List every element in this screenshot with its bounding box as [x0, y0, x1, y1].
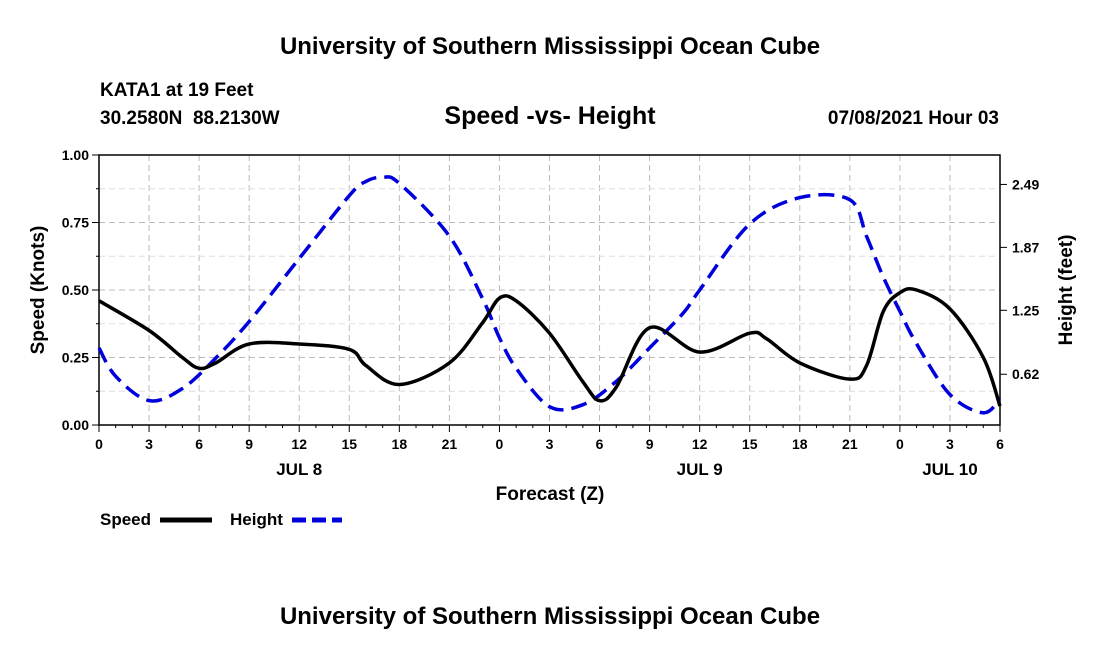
date-tick-label: JUL 8: [276, 460, 322, 479]
x-tick-label: 15: [742, 436, 758, 452]
x-tick-label: 0: [896, 436, 904, 452]
x-tick-label: 6: [596, 436, 604, 452]
x-tick-label: 0: [496, 436, 504, 452]
x-tick-label: 0: [95, 436, 103, 452]
y-left-tick-label: 0.50: [62, 282, 89, 298]
y-right-tick-label: 1.87: [1012, 239, 1039, 255]
date-label: 07/08/2021 Hour 03: [828, 108, 999, 129]
legend-speed-label: Speed: [100, 510, 151, 529]
y-axis-left-label: Speed (Knots): [28, 226, 49, 355]
y-left-tick-label: 1.00: [62, 147, 89, 163]
x-tick-label: 6: [996, 436, 1004, 452]
y-left-tick-label: 0.25: [62, 350, 89, 366]
x-tick-label: 6: [195, 436, 203, 452]
x-tick-label: 18: [792, 436, 808, 452]
x-axis-label: Forecast (Z): [496, 484, 605, 505]
x-tick-label: 3: [946, 436, 954, 452]
header-title: University of Southern Mississippi Ocean…: [280, 33, 820, 60]
x-tick-label: 12: [692, 436, 708, 452]
y-left-tick-label: 0.75: [62, 215, 89, 231]
x-tick-label: 15: [341, 436, 357, 452]
x-tick-label: 18: [392, 436, 408, 452]
chart-title: Speed -vs- Height: [444, 102, 656, 130]
series-line-height: [97, 175, 1002, 415]
legend: Speed Height: [100, 510, 342, 529]
legend-height-label: Height: [230, 510, 283, 529]
x-tick-label: 9: [646, 436, 654, 452]
x-tick-label: 3: [546, 436, 554, 452]
coordinates-label: 30.2580N 88.2130W: [100, 108, 280, 129]
axes: 0 3 6 9 12 15 18 21 0 3 6 9 12 15 18 21 0 3 6 JUL 8 JUL 9 JUL…: [62, 147, 1040, 479]
footer-title: University of Southern Mississippi Ocean…: [280, 603, 820, 630]
date-tick-label: JUL 10: [922, 460, 977, 479]
x-tick-label: 12: [291, 436, 307, 452]
grid-lines: [99, 155, 1000, 425]
x-tick-label: 9: [245, 436, 253, 452]
date-tick-label: JUL 9: [677, 460, 723, 479]
y-right-tick-label: 2.49: [1012, 176, 1039, 192]
station-label: KATA1 at 19 Feet: [100, 80, 254, 101]
y-left-tick-label: 0.00: [62, 417, 89, 433]
x-tick-label: 21: [442, 436, 458, 452]
y-right-tick-label: 1.25: [1012, 302, 1039, 318]
x-tick-label: 3: [145, 436, 153, 452]
y-right-tick-label: 0.62: [1012, 366, 1039, 382]
x-tick-label: 21: [842, 436, 858, 452]
series-layer: [97, 175, 1002, 415]
y-axis-right-label: Height (feet): [1056, 235, 1077, 346]
series-line-speed: [98, 286, 1002, 407]
